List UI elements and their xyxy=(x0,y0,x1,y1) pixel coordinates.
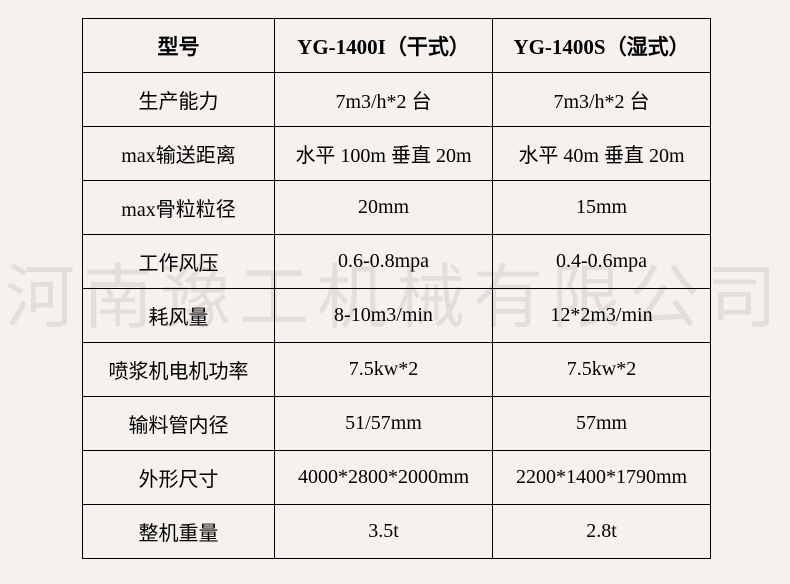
row-label: 生产能力 xyxy=(83,73,275,127)
table-row: 整机重量 3.5t 2.8t xyxy=(83,505,711,559)
cell-value: 3.5t xyxy=(275,505,493,559)
table-row: max输送距离 水平 100m 垂直 20m 水平 40m 垂直 20m xyxy=(83,127,711,181)
table-header-row: 型号 YG-1400I（干式） YG-1400S（湿式） xyxy=(83,19,711,73)
cell-value: 12*2m3/min xyxy=(493,289,711,343)
cell-value: 8-10m3/min xyxy=(275,289,493,343)
row-label: 整机重量 xyxy=(83,505,275,559)
col-header-model: 型号 xyxy=(83,19,275,73)
row-label: 输料管内径 xyxy=(83,397,275,451)
spec-table: 型号 YG-1400I（干式） YG-1400S（湿式） 生产能力 7m3/h*… xyxy=(82,18,711,559)
cell-value: 51/57mm xyxy=(275,397,493,451)
table-row: 耗风量 8-10m3/min 12*2m3/min xyxy=(83,289,711,343)
table-row: 生产能力 7m3/h*2 台 7m3/h*2 台 xyxy=(83,73,711,127)
cell-value: 7m3/h*2 台 xyxy=(275,73,493,127)
cell-value: 15mm xyxy=(493,181,711,235)
table-row: 工作风压 0.6-0.8mpa 0.4-0.6mpa xyxy=(83,235,711,289)
cell-value: 57mm xyxy=(493,397,711,451)
col-header-wet: YG-1400S（湿式） xyxy=(493,19,711,73)
table-row: 外形尺寸 4000*2800*2000mm 2200*1400*1790mm xyxy=(83,451,711,505)
table-row: max骨粒粒径 20mm 15mm xyxy=(83,181,711,235)
cell-value: 7.5kw*2 xyxy=(493,343,711,397)
cell-value: 水平 100m 垂直 20m xyxy=(275,127,493,181)
row-label: max输送距离 xyxy=(83,127,275,181)
table-row: 输料管内径 51/57mm 57mm xyxy=(83,397,711,451)
cell-value: 20mm xyxy=(275,181,493,235)
cell-value: 0.4-0.6mpa xyxy=(493,235,711,289)
row-label: 耗风量 xyxy=(83,289,275,343)
cell-value: 2200*1400*1790mm xyxy=(493,451,711,505)
cell-value: 0.6-0.8mpa xyxy=(275,235,493,289)
cell-value: 7.5kw*2 xyxy=(275,343,493,397)
row-label: 外形尺寸 xyxy=(83,451,275,505)
cell-value: 7m3/h*2 台 xyxy=(493,73,711,127)
row-label: 工作风压 xyxy=(83,235,275,289)
cell-value: 2.8t xyxy=(493,505,711,559)
cell-value: 4000*2800*2000mm xyxy=(275,451,493,505)
row-label: max骨粒粒径 xyxy=(83,181,275,235)
row-label: 喷浆机电机功率 xyxy=(83,343,275,397)
col-header-dry: YG-1400I（干式） xyxy=(275,19,493,73)
table-row: 喷浆机电机功率 7.5kw*2 7.5kw*2 xyxy=(83,343,711,397)
cell-value: 水平 40m 垂直 20m xyxy=(493,127,711,181)
